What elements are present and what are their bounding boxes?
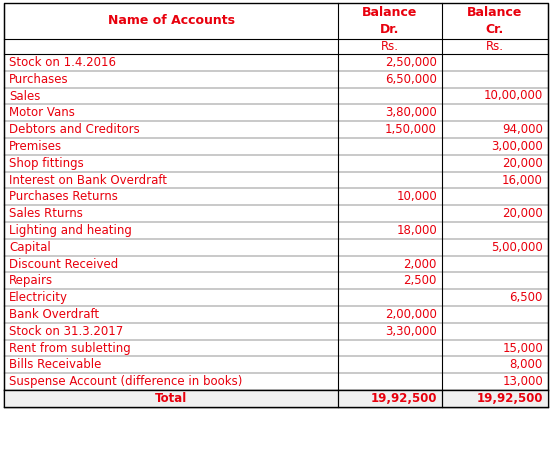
Text: 6,50,000: 6,50,000	[385, 73, 437, 86]
Text: Sales: Sales	[9, 89, 40, 103]
Text: 94,000: 94,000	[502, 123, 543, 136]
Text: Total: Total	[155, 392, 187, 405]
Text: Repairs: Repairs	[9, 274, 53, 287]
Text: Bills Receivable: Bills Receivable	[9, 359, 102, 371]
Text: 16,000: 16,000	[502, 174, 543, 186]
Text: Capital: Capital	[9, 241, 51, 254]
Text: Balance
Cr.: Balance Cr.	[468, 6, 523, 36]
Text: Interest on Bank Overdraft: Interest on Bank Overdraft	[9, 174, 167, 186]
Text: 10,000: 10,000	[396, 190, 437, 203]
Text: Bank Overdraft: Bank Overdraft	[9, 308, 99, 321]
Text: Electricity: Electricity	[9, 291, 68, 304]
Text: 5,00,000: 5,00,000	[491, 241, 543, 254]
Text: Stock on 31.3.2017: Stock on 31.3.2017	[9, 324, 123, 338]
Text: 18,000: 18,000	[396, 224, 437, 237]
Text: Premises: Premises	[9, 140, 62, 153]
Text: 3,00,000: 3,00,000	[491, 140, 543, 153]
Text: Lighting and heating: Lighting and heating	[9, 224, 132, 237]
Text: Stock on 1.4.2016: Stock on 1.4.2016	[9, 56, 116, 69]
Text: Debtors and Creditors: Debtors and Creditors	[9, 123, 140, 136]
Text: 10,00,000: 10,00,000	[484, 89, 543, 103]
Text: 13,000: 13,000	[502, 375, 543, 388]
Text: Rs.: Rs.	[381, 40, 399, 53]
Text: 3,30,000: 3,30,000	[385, 324, 437, 338]
Text: Purchases Returns: Purchases Returns	[9, 190, 118, 203]
Text: Suspense Account (difference in books): Suspense Account (difference in books)	[9, 375, 242, 388]
Text: 8,000: 8,000	[509, 359, 543, 371]
Text: 6,500: 6,500	[509, 291, 543, 304]
Bar	[4, 390, 548, 407]
Text: 1,50,000: 1,50,000	[385, 123, 437, 136]
Text: 2,000: 2,000	[404, 257, 437, 271]
Text: 2,500: 2,500	[404, 274, 437, 287]
Text: Rent from subletting: Rent from subletting	[9, 342, 131, 354]
Text: Discount Received: Discount Received	[9, 257, 118, 271]
Text: Balance
Dr.: Balance Dr.	[362, 6, 418, 36]
Text: 2,50,000: 2,50,000	[385, 56, 437, 69]
Text: Shop fittings: Shop fittings	[9, 157, 84, 170]
Text: Purchases: Purchases	[9, 73, 68, 86]
Text: 19,92,500: 19,92,500	[370, 392, 437, 405]
Text: 20,000: 20,000	[502, 157, 543, 170]
Text: Name of Accounts: Name of Accounts	[108, 15, 235, 27]
Text: Rs.: Rs.	[486, 40, 504, 53]
Text: 19,92,500: 19,92,500	[476, 392, 543, 405]
Text: 15,000: 15,000	[502, 342, 543, 354]
Text: Sales Rturns: Sales Rturns	[9, 207, 83, 220]
Text: 2,00,000: 2,00,000	[385, 308, 437, 321]
Bar	[4, 3, 548, 407]
Text: Motor Vans: Motor Vans	[9, 106, 75, 119]
Text: 3,80,000: 3,80,000	[385, 106, 437, 119]
Text: 20,000: 20,000	[502, 207, 543, 220]
